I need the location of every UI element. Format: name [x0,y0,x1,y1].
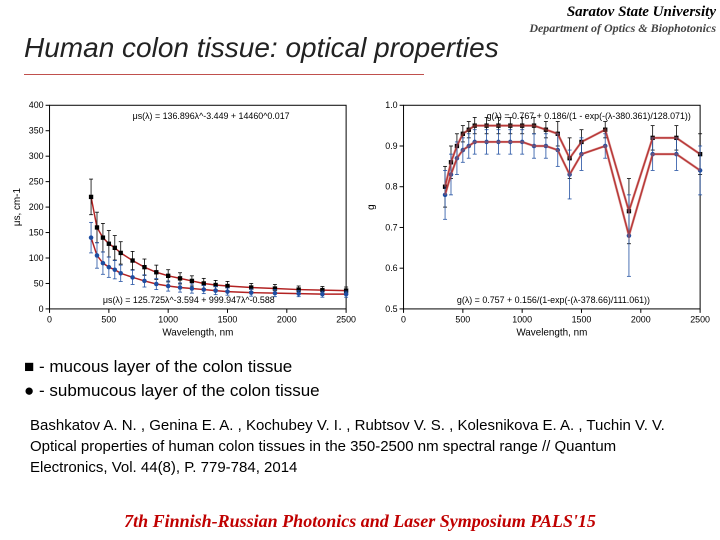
svg-text:500: 500 [101,315,116,325]
chart-left: 0 500 1000 1500 2000 2500 0 50 100 150 200 250 300 35… [10,90,356,340]
svg-text:2000: 2000 [631,315,651,325]
svg-text:300: 300 [29,151,44,161]
svg-text:2500: 2500 [690,315,710,325]
svg-text:0.8: 0.8 [385,182,397,192]
legend-row-submucous: ● - submucous layer of the colon tissue [24,379,320,403]
svg-text:1000: 1000 [512,315,532,325]
slide-title: Human colon tissue: optical properties [24,32,499,64]
svg-text:150: 150 [29,228,44,238]
svg-text:g(λ) = 0.767 + 0.186/(1 - exp(: g(λ) = 0.767 + 0.186/(1 - exp(-(λ-380.36… [487,111,691,121]
svg-text:0.6: 0.6 [385,263,397,273]
title-underline [24,74,424,75]
legend: ■ - mucous layer of the colon tissue ● -… [24,355,320,403]
svg-text:μs(λ) = 125.725λ^-3.594 + 999.: μs(λ) = 125.725λ^-3.594 + 999.947λ^-0.58… [103,295,275,305]
svg-text:0: 0 [401,315,406,325]
conference-footer: 7th Finnish-Russian Photonics and Laser … [0,511,720,532]
svg-text:250: 250 [29,177,44,187]
svg-text:1500: 1500 [218,315,238,325]
svg-text:2000: 2000 [277,315,297,325]
svg-text:50: 50 [34,278,44,288]
svg-text:Wavelength, nm: Wavelength, nm [162,328,233,339]
svg-text:0: 0 [39,304,44,314]
svg-text:0.9: 0.9 [385,141,397,151]
svg-text:0: 0 [47,315,52,325]
svg-text:μs, cm-1: μs, cm-1 [12,188,23,227]
citation: Bashkatov A. N. , Genina E. A. , Kochube… [30,415,690,478]
svg-text:2500: 2500 [336,315,356,325]
svg-text:400: 400 [29,100,44,110]
svg-text:1500: 1500 [572,315,592,325]
institution: Saratov State University Department of O… [529,4,716,36]
svg-text:100: 100 [29,253,44,263]
chart-right: 0 500 1000 1500 2000 2500 0.5 0.6 0.7 0.8 0.9 1.0 Wa… [364,90,710,340]
svg-text:g(λ) = 0.757 + 0.156/(1-exp(-(: g(λ) = 0.757 + 0.156/(1-exp(-(λ-378.66)/… [457,295,650,305]
svg-text:200: 200 [29,202,44,212]
svg-text:1000: 1000 [158,315,178,325]
legend-row-mucous: ■ - mucous layer of the colon tissue [24,355,320,379]
svg-text:0.7: 0.7 [385,222,397,232]
svg-text:350: 350 [29,126,44,136]
department-name: Department of Optics & Biophotonics [529,21,716,36]
svg-text:μs(λ) = 136.896λ^-3.449 + 1446: μs(λ) = 136.896λ^-3.449 + 14460^0.017 [133,111,290,121]
svg-text:0.5: 0.5 [385,304,397,314]
svg-text:1.0: 1.0 [385,100,397,110]
svg-text:Wavelength, nm: Wavelength, nm [516,328,587,339]
svg-text:500: 500 [455,315,470,325]
university-name: Saratov State University [529,4,716,21]
svg-text:g: g [366,204,377,210]
charts-container: 0 500 1000 1500 2000 2500 0 50 100 150 200 250 300 35… [10,90,710,340]
